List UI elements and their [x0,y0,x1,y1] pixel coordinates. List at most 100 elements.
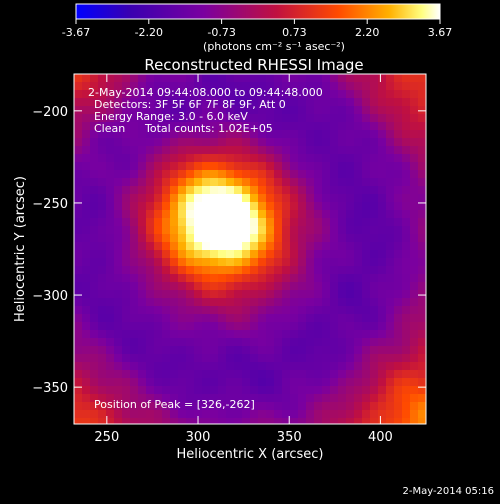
heatmap-cell [90,122,99,131]
heatmap-cell [282,162,291,171]
heatmap-cell [186,330,195,339]
heatmap-cell [178,82,187,91]
heatmap-cell [282,338,291,347]
heatmap-cell [370,298,379,307]
heatmap-cell [162,98,171,107]
colorbar-tick-label: 2.20 [355,26,380,39]
heatmap-cell [306,394,315,403]
heatmap-cell [354,178,363,187]
heatmap-cell [418,410,427,419]
heatmap-cell [202,82,211,91]
heatmap-cell [362,314,371,323]
heatmap-cell [386,130,395,139]
heatmap-cell [274,266,283,275]
heatmap-cell [274,410,283,419]
heatmap-cell [370,314,379,323]
heatmap-cell [210,354,219,363]
colorbar [76,4,440,19]
heatmap-cell [90,418,99,425]
heatmap-cell [274,314,283,323]
heatmap-cell [306,338,315,347]
heatmap-cell [178,98,187,107]
heatmap-cell [90,354,99,363]
heatmap-cell [282,386,291,395]
heatmap-cell [290,306,299,315]
heatmap-cell [370,138,379,147]
heatmap-cell [402,314,411,323]
heatmap-cell [74,130,83,139]
heatmap-cell [234,338,243,347]
heatmap-cell [242,418,251,425]
heatmap-cell [82,90,91,99]
heatmap-cell [170,378,179,387]
heatmap-cell [98,154,107,163]
heatmap-cell [378,146,387,155]
heatmap-cell [314,290,323,299]
heatmap-cell [402,82,411,91]
heatmap-cell [242,266,251,275]
heatmap-cell [306,74,315,83]
heatmap-cell [178,386,187,395]
heatmap-cell [290,130,299,139]
heatmap-cell [266,162,275,171]
heatmap-cell [354,90,363,99]
heatmap-cell [106,394,115,403]
heatmap-cell [418,130,427,139]
heatmap-cell [410,298,419,307]
heatmap-cell [74,138,83,147]
heatmap-cell [170,82,179,91]
heatmap-cell [322,146,331,155]
heatmap-cell [418,210,427,219]
heatmap-cell [98,98,107,107]
heatmap-cell [226,194,235,203]
heatmap-cell [266,306,275,315]
heatmap-cell [202,386,211,395]
heatmap-cell [314,90,323,99]
heatmap-cell [290,194,299,203]
heatmap-cell [98,90,107,99]
heatmap-cell [186,298,195,307]
heatmap-cell [274,330,283,339]
heatmap-cell [98,170,107,179]
heatmap-cell [226,258,235,267]
heatmap-cell [330,306,339,315]
heatmap-cell [242,330,251,339]
heatmap-cell [250,258,259,267]
heatmap-cell [114,146,123,155]
heatmap-cell [98,250,107,259]
heatmap-cell [82,106,91,115]
heatmap-cell [242,226,251,235]
heatmap-cell [138,138,147,147]
heatmap-cell [298,410,307,419]
heatmap-cell [106,362,115,371]
heatmap-cell [98,386,107,395]
heatmap-cell [242,282,251,291]
heatmap-cell [250,282,259,291]
heatmap-cell [314,370,323,379]
x-tick-label: 400 [368,430,393,445]
heatmap-cell [74,378,83,387]
heatmap-cell [122,122,131,131]
heatmap-cell [138,194,147,203]
heatmap-cell [274,106,283,115]
heatmap-cell [418,402,427,411]
heatmap-cell [210,202,219,211]
heatmap-cell [282,418,291,425]
heatmap-cell [170,194,179,203]
heatmap-cell [242,314,251,323]
heatmap-cell [258,242,267,251]
heatmap-cell [338,378,347,387]
heatmap-cell [154,82,163,91]
heatmap-cell [122,114,131,123]
heatmap-cell [82,346,91,355]
heatmap-cell [98,162,107,171]
heatmap-cell [98,314,107,323]
heatmap-cell [162,282,171,291]
heatmap-cell [122,418,131,425]
heatmap-cell [314,146,323,155]
heatmap-cell [194,346,203,355]
heatmap-cell [154,314,163,323]
heatmap-cell [418,322,427,331]
heatmap-cell [122,202,131,211]
